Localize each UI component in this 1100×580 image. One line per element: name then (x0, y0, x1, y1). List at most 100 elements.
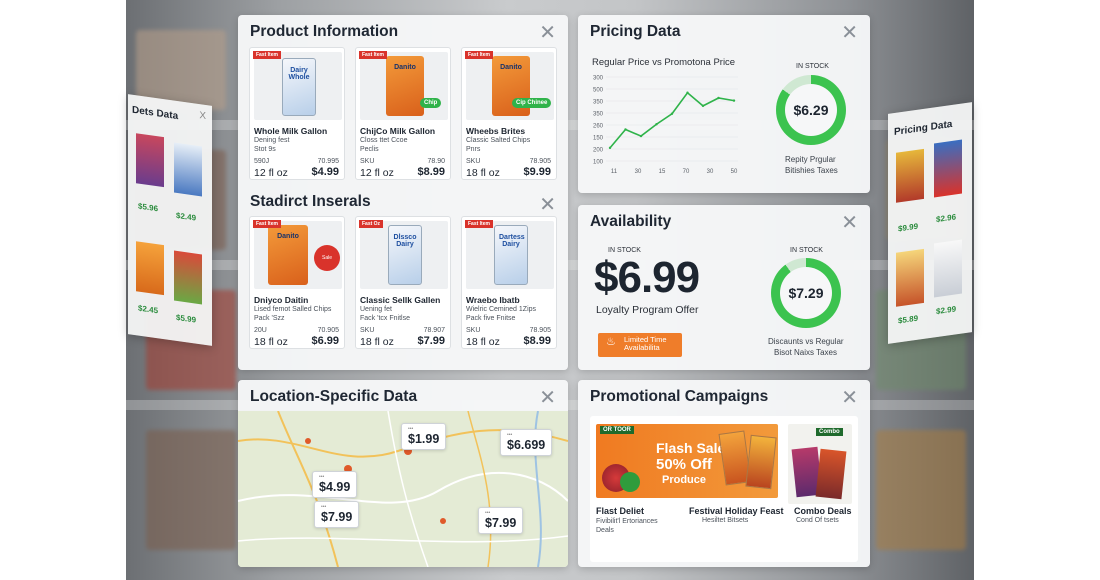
panel-title: Pricing Data (590, 23, 681, 40)
sku-value: 78.905 (529, 158, 551, 165)
left-side-title: Dets Data (132, 104, 179, 123)
product-information-panel: Product Information ✕ Dairy Whole Fast I… (238, 15, 568, 370)
product-card[interactable]: Danito Sale Fast Item Dniyco Daitin Lise… (249, 216, 345, 349)
product-size: 12 fl oz (360, 167, 394, 179)
product-size: 18 fl oz (466, 336, 500, 348)
promo-label: Combo Deals (794, 506, 852, 516)
side-price: $5.96 (138, 201, 159, 214)
data-point (701, 104, 705, 108)
banner-line3: Produce (662, 474, 707, 486)
side-price: $2.45 (138, 303, 159, 316)
product-thumbnail (174, 250, 202, 305)
product-detail: Peclis (360, 146, 379, 153)
map-price-pin[interactable]: ••• $4.99 (312, 471, 358, 498)
product-detail: Wielric Cemined 1Zips (466, 306, 537, 313)
product-detail: Stot 9s (254, 146, 276, 153)
product-card[interactable]: Danito Chip Fast Item ChijCo Milk Gallon… (355, 47, 451, 180)
pin-dots: ••• (485, 510, 491, 516)
map-price-pin[interactable]: ••• $6.699 (500, 429, 553, 456)
sku-label: SKU (360, 327, 375, 334)
flash-sale-banner[interactable]: OR TOOR Flash Sale! 50% Off Produce (596, 424, 778, 498)
close-icon[interactable]: X (199, 110, 206, 123)
sku-value: 78.90 (427, 158, 445, 165)
product-thumbnail (934, 139, 962, 198)
close-icon[interactable]: ✕ (539, 22, 556, 44)
sku-label: SKU (466, 327, 481, 334)
data-point (732, 99, 736, 102)
combo-deal-card[interactable]: Combo (788, 424, 852, 504)
sku-label: SKU (466, 158, 481, 165)
promo-area: OR TOOR Flash Sale! 50% Off Produce Comb… (590, 416, 858, 562)
close-icon[interactable]: ✕ (539, 194, 556, 216)
promotional-campaigns-panel: Promotional Campaigns ✕ OR TOOR Flash Sa… (578, 380, 870, 567)
fast-item-tag: Fast Oz (359, 220, 384, 228)
product-card[interactable]: Dlssco Dairy Fast Oz Classic Sellk Galle… (355, 216, 451, 349)
product-name: Wheebs Brites (466, 126, 526, 136)
combo-badge: Combo (816, 428, 843, 436)
product-name: Wraebo Ibatb (466, 295, 520, 305)
fast-item-tag: Fast Item (253, 220, 281, 228)
product-detail: Lised femot Salled Chips (254, 306, 332, 313)
limited-time-button[interactable]: ♨ Limited Time Availabilita (598, 333, 682, 357)
x-tick-label: 30 (635, 169, 642, 175)
product-image: Dartess Dairy (466, 221, 554, 289)
product-detail: Pack 'Szz (254, 315, 285, 322)
product-thumbnail (136, 241, 164, 296)
chips-bag-image: Danito (268, 225, 308, 285)
fast-item-tag: Fast Item (465, 51, 493, 59)
x-tick-label: 50 (731, 169, 738, 175)
chips-bag-image (745, 434, 777, 490)
map-price-pin[interactable]: ••• $7.99 (314, 501, 360, 528)
price-line-chart: 300 500 350 350 260 150 200 100 11 30 15 70 30 50 (593, 76, 738, 175)
ring-value: $6.29 (785, 84, 837, 136)
milk-carton-image: Dlssco Dairy (388, 225, 422, 285)
milk-carton-image: Dartess Dairy (494, 225, 528, 285)
product-image: Dlssco Dairy (360, 221, 448, 289)
close-icon[interactable]: ✕ (841, 22, 858, 44)
close-icon[interactable]: ✕ (841, 387, 858, 409)
product-detail: Classic Salted Chips (466, 137, 531, 144)
availability-panel: Availability ✕ IN STOCK $6.99 Loyalty Pr… (578, 205, 870, 370)
ring-value: $7.29 (780, 267, 832, 319)
close-icon[interactable]: ✕ (841, 212, 858, 234)
product-card[interactable]: Dartess Dairy Fast Item Wraebo Ibatb Wie… (461, 216, 557, 349)
data-point (670, 112, 674, 115)
side-price: $2.49 (176, 210, 197, 223)
pin-dots: ••• (319, 474, 325, 480)
fast-item-tag: Fast Item (359, 51, 387, 59)
side-price: $2.99 (936, 304, 957, 317)
data-point (686, 91, 689, 94)
loyalty-offer: Loyalty Program Offer (596, 304, 699, 316)
data-point (608, 146, 612, 150)
product-detail: Pack five Fnitse (466, 315, 516, 322)
product-detail: Dening fest (254, 137, 290, 144)
x-tick-label: 15 (659, 169, 666, 175)
pricing-data-panel: Pricing Data ✕ Regular Price vs Promoton… (578, 15, 870, 193)
product-price: $9.99 (523, 166, 551, 178)
panel-title: Product Information (250, 23, 399, 40)
availability-ring-gauge: $7.29 (771, 258, 841, 328)
close-icon[interactable]: ✕ (539, 387, 556, 409)
y-tick-label: 200 (593, 148, 604, 154)
side-price: $5.99 (176, 312, 197, 325)
pin-dots: ••• (408, 426, 414, 432)
banner-line2: 50% Off (656, 456, 712, 473)
map-price-pin[interactable]: ••• $7.99 (478, 507, 524, 534)
blurred-product (876, 430, 966, 550)
product-size: 18 fl oz (466, 167, 500, 179)
map-price-pin[interactable]: ••• $1.99 (401, 423, 447, 450)
promo-label: Flast Deliet (596, 506, 645, 516)
blurred-product (146, 430, 236, 550)
price-ring-gauge: $6.29 (776, 75, 846, 145)
stock-label: IN STOCK (608, 247, 641, 254)
product-card[interactable]: Dairy Whole Fast Item Whole Milk Gallon … (249, 47, 345, 180)
product-size: 18 fl oz (360, 336, 394, 348)
product-card[interactable]: Danito Cip Chinee Fast Item Wheebs Brite… (461, 47, 557, 180)
product-name: Dniyco Daitin (254, 295, 309, 305)
location-data-panel: Location-Specific Data ✕ ••• $1.99 ••• $6.… (238, 380, 568, 567)
product-size: 12 fl oz (254, 167, 288, 179)
stock-label: IN STOCK (796, 63, 829, 70)
x-tick-label: 11 (611, 169, 618, 175)
map-view[interactable]: ••• $1.99 ••• $6.699 ••• $4.99 ••• $7.99 •••… (238, 411, 568, 567)
product-thumbnail (934, 239, 962, 298)
